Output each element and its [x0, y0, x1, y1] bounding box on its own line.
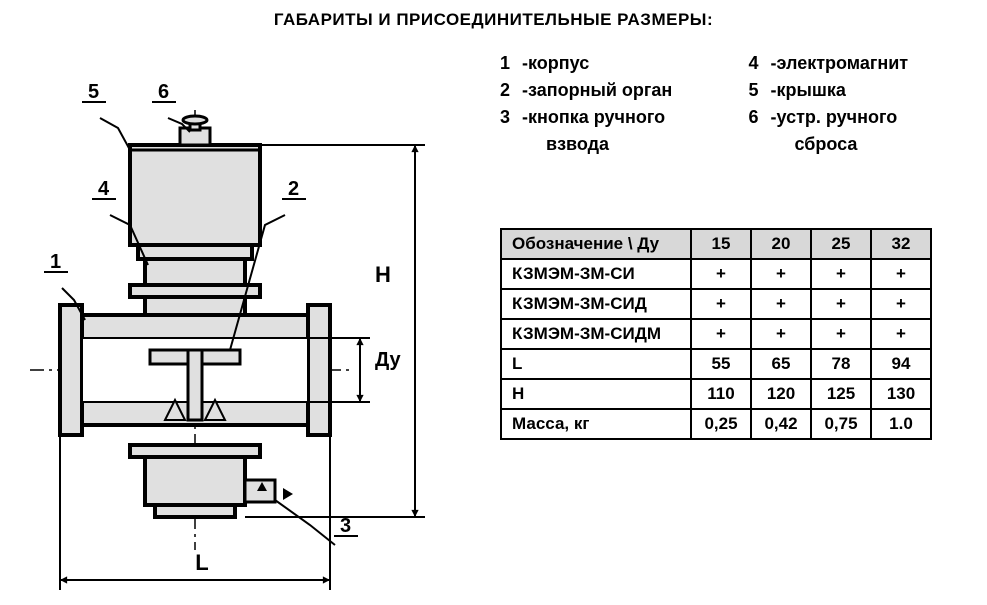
legend-text: кнопка ручного	[528, 104, 709, 131]
table-cell: +	[751, 289, 811, 319]
dim-label-l: L	[195, 550, 208, 575]
table-row-label: КЗМЭМ-ЗМ-СИД	[501, 289, 691, 319]
table-row: Н110120125130	[501, 379, 931, 409]
table-header-du: 20	[751, 229, 811, 259]
legend-number: 6	[749, 104, 771, 131]
table-cell: +	[811, 289, 871, 319]
legend-number: 2	[500, 77, 522, 104]
table-row-label: Н	[501, 379, 691, 409]
table-cell: +	[691, 289, 751, 319]
callout-number: 2	[288, 178, 299, 200]
table-cell: 120	[751, 379, 811, 409]
table-cell: +	[811, 319, 871, 349]
legend-text: устр. ручного	[777, 104, 958, 131]
table-cell: +	[811, 259, 871, 289]
legend-text: крышка	[777, 77, 958, 104]
page-title: ГАБАРИТЫ И ПРИСОЕДИНИТЕЛЬНЫЕ РАЗМЕРЫ:	[0, 0, 987, 30]
callout-number: 3	[340, 515, 351, 537]
valve-drawing: 1 2 3 4 5 6 Н Ду L	[30, 50, 460, 600]
table-cell: +	[751, 259, 811, 289]
dimensions-table-wrap: Обозначение \ Ду15202532КЗМЭМ-ЗМ-СИ++++К…	[500, 228, 957, 440]
table-header-du: 32	[871, 229, 931, 259]
table-cell: 94	[871, 349, 931, 379]
parts-legend: 1- корпус2- запорный орган3- кнопка ручн…	[500, 50, 957, 158]
legend-number: 3	[500, 104, 522, 131]
table-row-label: КЗМЭМ-ЗМ-СИДМ	[501, 319, 691, 349]
legend-item: 2- запорный орган	[500, 77, 709, 104]
dim-label-du: Ду	[375, 349, 401, 371]
table-row: КЗМЭМ-ЗМ-СИД++++	[501, 289, 931, 319]
legend-number: 4	[749, 50, 771, 77]
table-cell: +	[871, 259, 931, 289]
legend-item: 4- электромагнит	[749, 50, 958, 77]
table-cell: 110	[691, 379, 751, 409]
legend-text-cont: сброса	[749, 131, 958, 158]
callout-number: 1	[50, 251, 61, 273]
content-row: 123456НДуL 1- корпус2- запорный орган3- …	[0, 30, 987, 605]
legend-text: корпус	[528, 50, 709, 77]
table-row: Масса, кг0,250,420,751.0	[501, 409, 931, 439]
callout-number: 6	[158, 81, 169, 103]
table-cell: +	[691, 259, 751, 289]
legend-item: 6- устр. ручного	[749, 104, 958, 131]
table-cell: 0,25	[691, 409, 751, 439]
dim-label-h: Н	[375, 262, 391, 287]
legend-number: 5	[749, 77, 771, 104]
table-row: L55657894	[501, 349, 931, 379]
drawing-column: 1 2 3 4 5 6 Н Ду L	[30, 50, 460, 605]
table-cell: 130	[871, 379, 931, 409]
table-header-du: 25	[811, 229, 871, 259]
table-cell: 65	[751, 349, 811, 379]
table-cell: 0,75	[811, 409, 871, 439]
table-row-label: Масса, кг	[501, 409, 691, 439]
table-header-label: Обозначение \ Ду	[501, 229, 691, 259]
legend-text-cont: взвода	[500, 131, 709, 158]
table-cell: 78	[811, 349, 871, 379]
legend-text: электромагнит	[777, 50, 958, 77]
table-cell: 0,42	[751, 409, 811, 439]
table-cell: +	[871, 289, 931, 319]
callout-number: 4	[98, 178, 110, 200]
legend-number: 1	[500, 50, 522, 77]
table-cell: 125	[811, 379, 871, 409]
table-row: КЗМЭМ-ЗМ-СИ++++	[501, 259, 931, 289]
table-row-label: L	[501, 349, 691, 379]
table-header-du: 15	[691, 229, 751, 259]
table-cell: 55	[691, 349, 751, 379]
table-row: КЗМЭМ-ЗМ-СИДМ++++	[501, 319, 931, 349]
table-cell: +	[871, 319, 931, 349]
table-cell: +	[691, 319, 751, 349]
table-cell: +	[751, 319, 811, 349]
info-column: 1- корпус2- запорный орган3- кнопка ручн…	[460, 50, 957, 605]
legend-item: 5- крышка	[749, 77, 958, 104]
dimensions-table: Обозначение \ Ду15202532КЗМЭМ-ЗМ-СИ++++К…	[500, 228, 932, 440]
legend-item: 3- кнопка ручного	[500, 104, 709, 131]
table-cell: 1.0	[871, 409, 931, 439]
legend-item: 1- корпус	[500, 50, 709, 77]
callout-number: 5	[88, 81, 99, 103]
legend-text: запорный орган	[528, 77, 709, 104]
table-row-label: КЗМЭМ-ЗМ-СИ	[501, 259, 691, 289]
